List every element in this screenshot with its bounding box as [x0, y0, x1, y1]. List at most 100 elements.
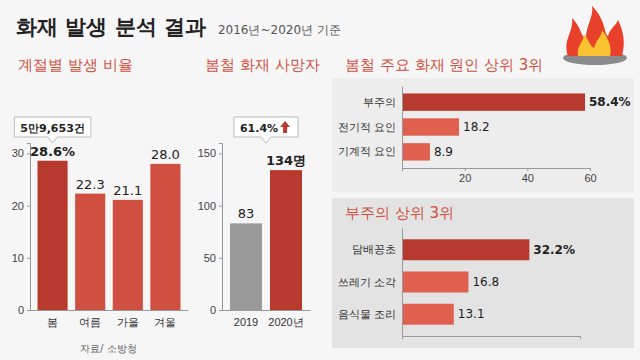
tick: 40	[522, 168, 534, 184]
tick: 쓰레기 소각	[338, 276, 396, 288]
axis: 050100150	[198, 144, 223, 317]
title: 화재 발생 분석 결과	[16, 15, 206, 39]
callout-box	[234, 117, 298, 143]
axis-line	[402, 229, 403, 337]
data-label: 16.8	[472, 275, 499, 289]
bar	[402, 93, 585, 110]
data-label: 28.0	[151, 147, 180, 162]
axis-line	[223, 310, 311, 311]
category-label: 2020년	[268, 316, 303, 328]
tick-label: 150	[198, 147, 216, 159]
axis: 20 40 60	[403, 168, 597, 184]
data-label: 18.2	[463, 120, 490, 134]
tick: 30	[12, 147, 30, 159]
tick-mark	[465, 168, 466, 171]
axis-line	[403, 169, 591, 172]
bars	[230, 170, 302, 310]
panel	[332, 198, 634, 348]
tick: 음식물 조리	[338, 308, 396, 320]
axis-line	[402, 87, 403, 169]
tick-label: 30	[12, 147, 24, 159]
tick: 겨울	[154, 316, 176, 328]
bar	[230, 223, 262, 310]
bars	[402, 239, 529, 324]
axis-line	[27, 144, 31, 311]
subtitle: 2016년~2020년 기준	[218, 23, 341, 37]
callout-box	[14, 117, 90, 143]
tick-label: 60	[584, 172, 596, 184]
annotation-text: 61.4%	[240, 122, 278, 135]
fire-icon	[563, 6, 627, 65]
bar	[113, 200, 143, 310]
bar	[402, 143, 430, 160]
data-label: 32.2%	[533, 243, 575, 257]
background	[0, 0, 640, 360]
chart-title: 계절별 발생 비율	[18, 56, 133, 74]
panel	[332, 78, 634, 192]
bar	[75, 194, 105, 310]
category-label: 기계적 요인	[338, 145, 396, 157]
chart: 봄철 주요 화재 원인 상위 3위 20 40 60 부주의전기적 요인기계적 요인 58…	[332, 56, 634, 192]
category-label: 전기적 요인	[338, 121, 396, 133]
tick-label: 20	[459, 172, 471, 184]
tick-mark	[219, 153, 222, 154]
bar	[38, 161, 68, 310]
axis: 0102030	[12, 144, 31, 317]
category-label: 부주의	[363, 96, 396, 108]
tick-mark	[27, 310, 30, 311]
chart: 봄철 화재 사망자05010015020192020년83134명61.4%	[198, 56, 320, 328]
bar	[270, 170, 302, 310]
data-label: 134명	[266, 153, 306, 168]
category-axis: 봄 여름 가을 겨울	[31, 311, 189, 328]
up-arrow	[280, 121, 290, 133]
tick: 60	[584, 168, 596, 184]
chart: 계절별 발생 비율0102030봄여름가을겨울28.6%22.321.128.0…	[12, 56, 189, 328]
axis-line	[403, 337, 581, 340]
annotation: 61.4%	[234, 117, 298, 143]
category-label: 겨울	[154, 316, 176, 328]
tick: 20	[12, 200, 30, 212]
tick-mark	[27, 206, 30, 207]
tick-mark	[527, 168, 528, 171]
chart-title: 봄철 주요 화재 원인 상위 3위	[345, 56, 543, 74]
tick-mark	[219, 258, 222, 259]
bar	[402, 304, 454, 325]
data-label: 22.3	[76, 177, 105, 192]
chart-title: 부주의 상위 3위	[345, 204, 454, 222]
category-axis: 부주의전기적 요인기계적 요인	[338, 87, 403, 169]
annotation: 5만9,653건	[14, 117, 90, 143]
tick: 10	[12, 252, 30, 264]
category-axis: 담배꽁초쓰레기 소각음식물 조리	[338, 229, 403, 337]
tick: 20	[459, 168, 471, 184]
axis-line	[219, 144, 223, 311]
data-label: 21.1	[113, 183, 142, 198]
data-label: 8.9	[434, 145, 453, 159]
category-label: 여름	[79, 316, 101, 328]
tick: 담배꽁초	[352, 243, 396, 255]
data-label: 83	[238, 206, 255, 221]
annotation-text: 5만9,653건	[20, 122, 84, 135]
bar	[402, 239, 529, 260]
tick: 150	[198, 147, 222, 159]
tick: 2020년	[268, 316, 303, 328]
tick-label: 100	[198, 200, 216, 212]
category-label: 쓰레기 소각	[338, 276, 396, 288]
tick: 2019	[234, 316, 258, 328]
category-label: 가을	[117, 316, 139, 328]
bar	[402, 272, 468, 293]
chart-title: 봄철 화재 사망자	[205, 56, 320, 74]
category-label: 담배꽁초	[352, 243, 396, 255]
tick: 여름	[79, 316, 101, 328]
axis-line	[31, 310, 189, 311]
category-axis: 2019 2020년	[223, 311, 311, 328]
tick: 0	[210, 304, 222, 316]
flame	[566, 6, 623, 56]
axis	[403, 337, 581, 340]
category-label: 음식물 조리	[338, 308, 396, 320]
tick-mark	[219, 310, 222, 311]
data-label: 58.4%	[589, 95, 631, 109]
data-label: 28.6%	[30, 144, 75, 159]
tick-label: 40	[522, 172, 534, 184]
tick: 봄	[47, 316, 58, 328]
chart: 부주의 상위 3위담배꽁초쓰레기 소각음식물 조리32.2%16.813.1	[332, 198, 634, 348]
